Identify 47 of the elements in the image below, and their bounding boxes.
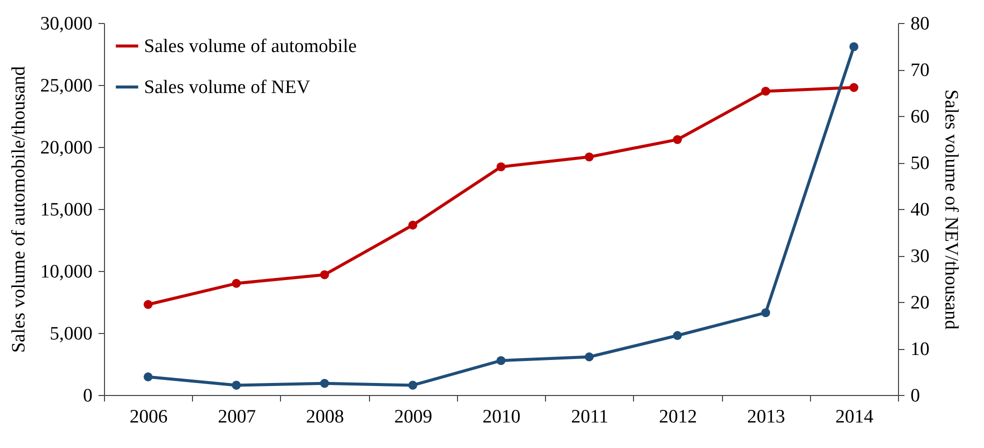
y-tick-label: 30,000 [40,14,92,34]
x-tick-label: 2009 [394,406,432,428]
point [496,356,506,366]
y2-tick-label: 40 [910,200,930,220]
y2-axis-title: Sales volume of NEV/thousand [940,89,962,330]
point [320,270,330,280]
point [849,83,858,92]
x-tick-label: 2010 [482,406,520,428]
y2-tick-label: 80 [910,14,930,34]
point [584,352,594,362]
y-tick-label: 5,000 [50,324,92,344]
y2-tick-label: 50 [910,153,930,174]
point [672,331,682,340]
x-tick-label: 2011 [571,406,608,428]
point [408,380,418,390]
x-tick-label: 2008 [306,406,344,428]
y2-tick-label: 20 [910,292,930,314]
y2-tick-label: 70 [910,60,930,81]
x-tick-label: 2007 [218,406,256,428]
y-tick-label: 10,000 [40,262,92,282]
point [849,42,858,52]
y2-tick-label: 0 [910,386,920,406]
y2-tick-label: 60 [910,106,930,128]
point [232,278,241,288]
point [496,162,506,172]
point [144,300,153,309]
point [320,378,330,388]
x-tick-label: 2014 [835,406,874,428]
y-axis-title: Sales volume of automobile/thousand [8,66,30,353]
y2-tick-label: 30 [910,246,930,267]
legend-label: Sales volume of automobile [144,36,357,57]
y-tick-label: 25,000 [40,76,92,96]
x-tick-label: 2006 [130,406,168,428]
x-tick-label: 2012 [658,406,697,428]
legend-label: Sales volume of NEV [144,77,310,98]
point [584,152,594,162]
point [408,220,418,230]
point [761,86,770,96]
y-tick-label: 15,000 [40,200,92,220]
point [761,308,770,318]
y-tick-label: 20,000 [40,138,92,158]
point [144,372,153,382]
point [672,135,682,144]
point [232,380,241,390]
y-tick-label: 0 [83,386,92,406]
y2-tick-label: 10 [910,339,930,360]
x-tick-label: 2013 [747,406,786,428]
